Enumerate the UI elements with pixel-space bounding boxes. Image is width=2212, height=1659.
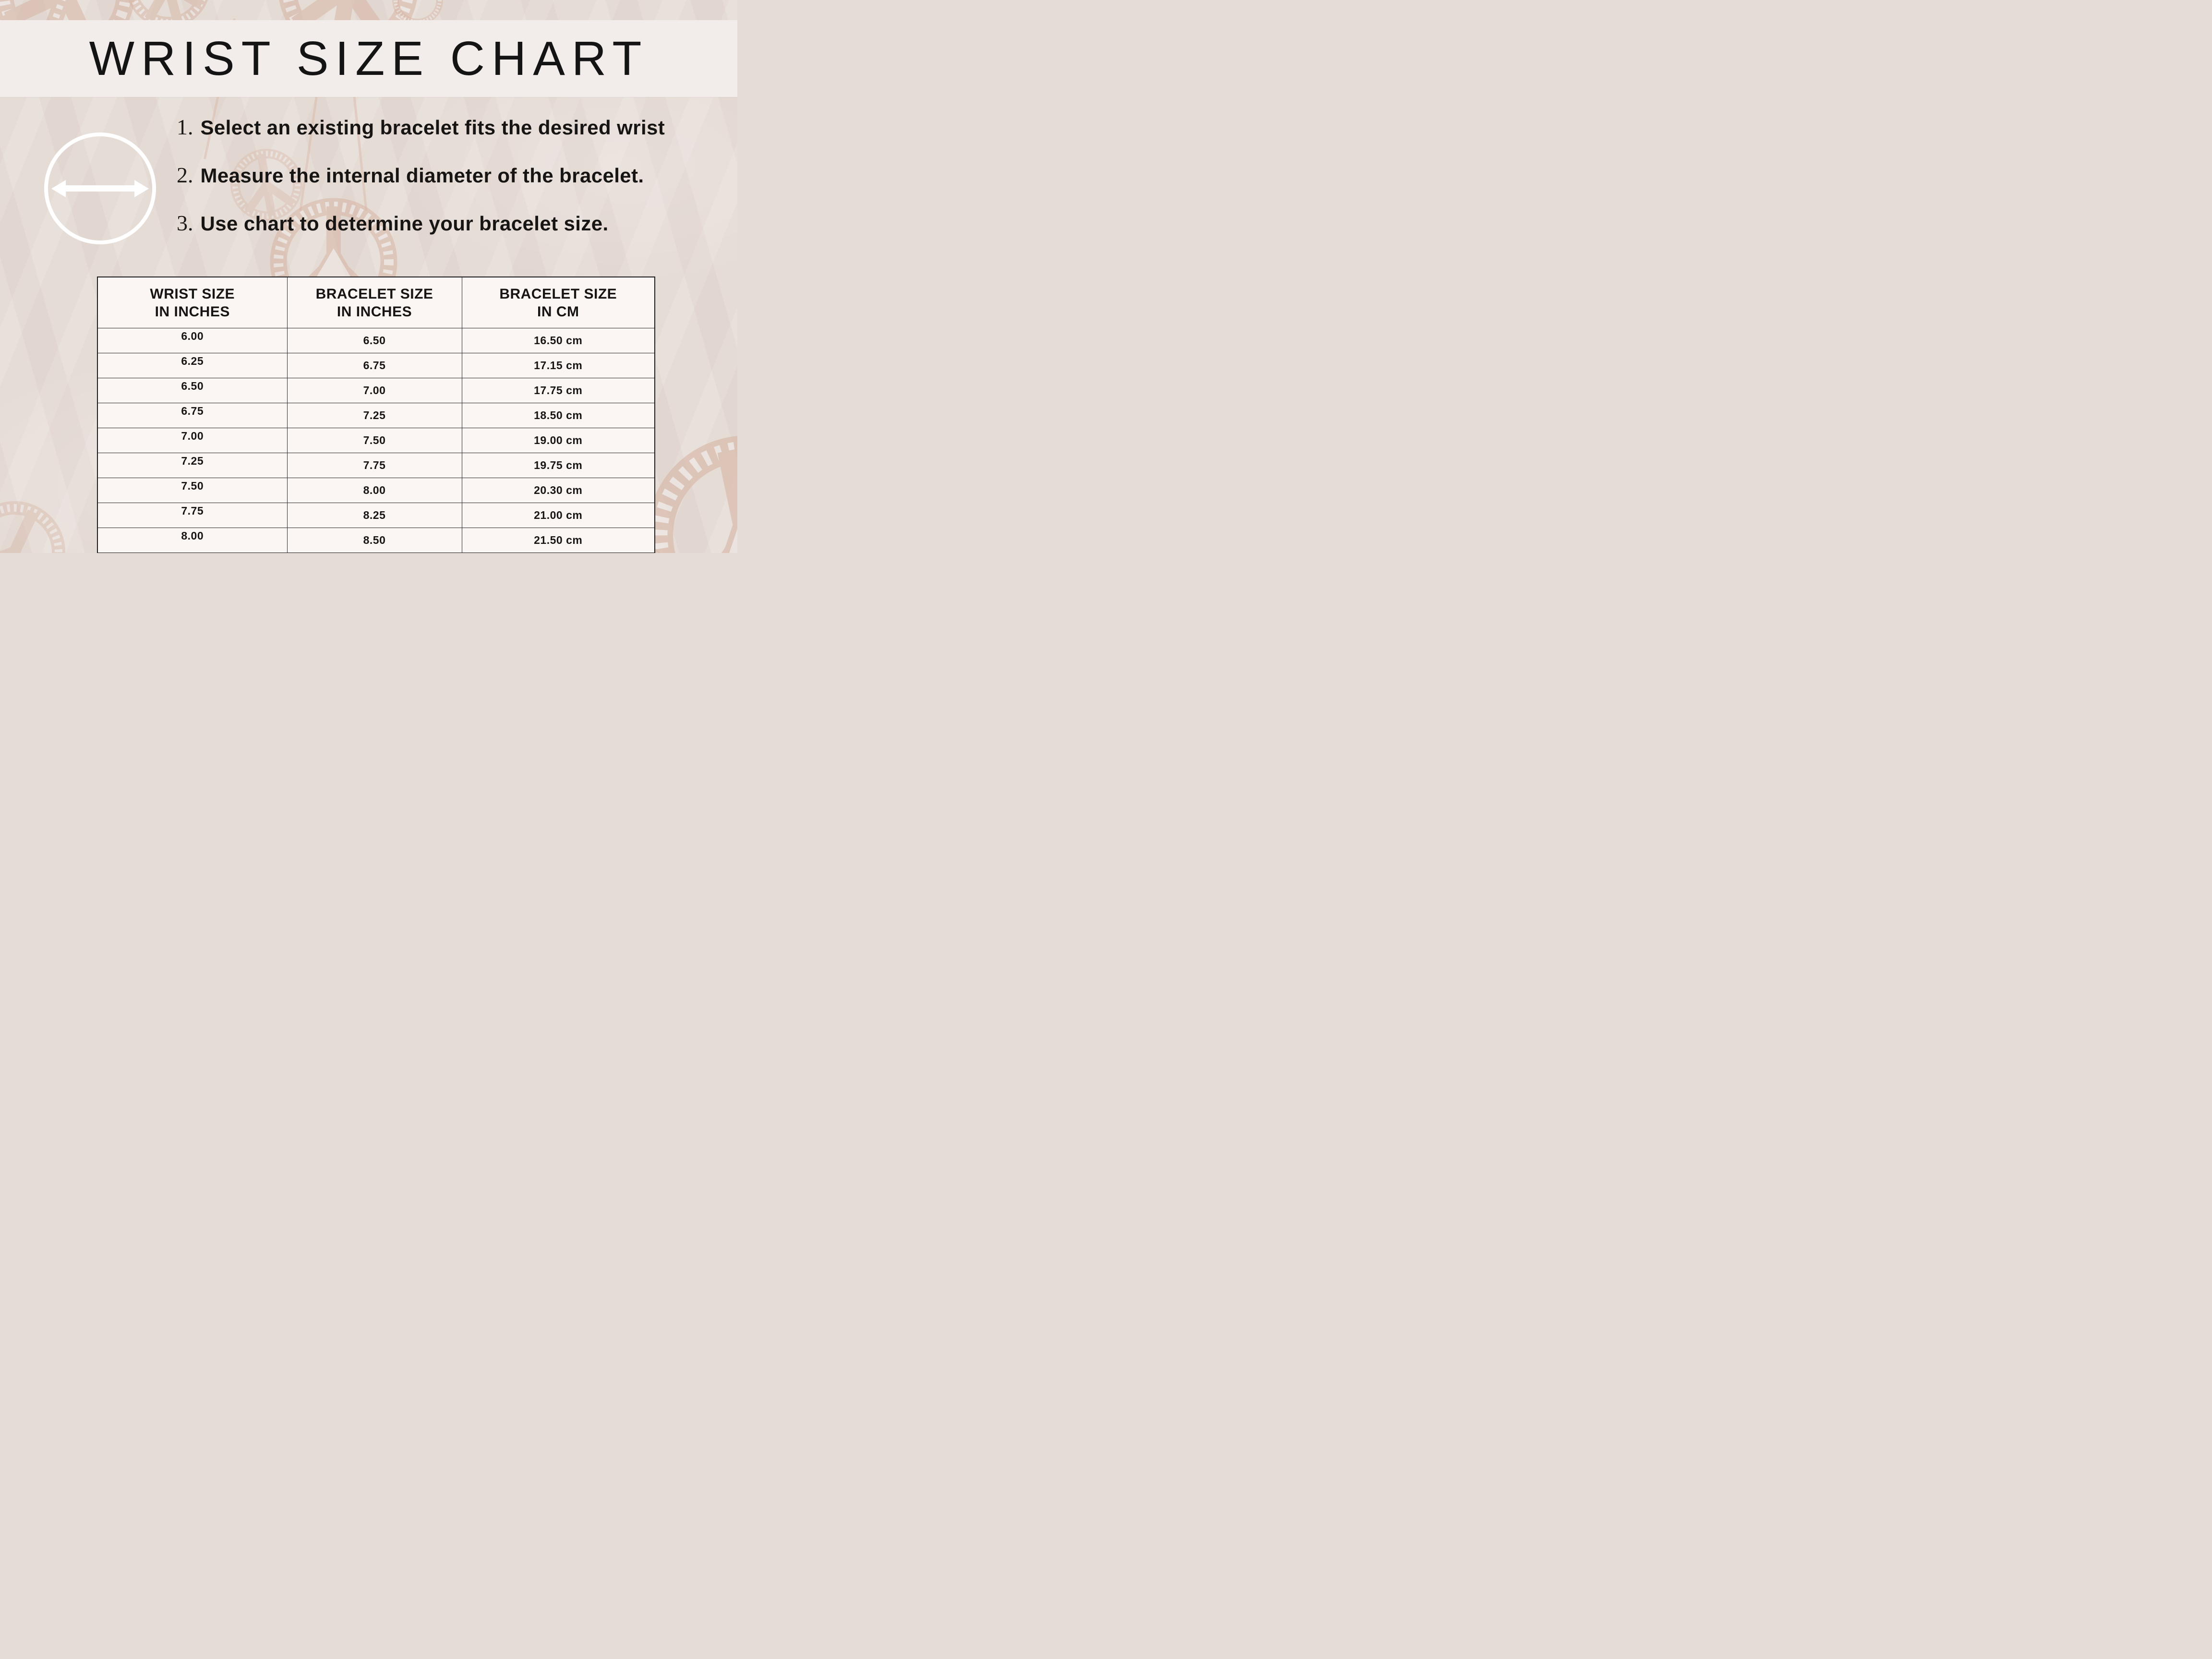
table-cell: 17.15 cm bbox=[461, 353, 655, 378]
table-row: 6.50 7.00 17.75 cm bbox=[97, 378, 655, 403]
step-text: Use chart to determine your bracelet siz… bbox=[200, 212, 609, 235]
instruction-step-2: 2. Measure the internal diameter of the … bbox=[177, 162, 665, 192]
instructions-list: 1. Select an existing bracelet fits the … bbox=[177, 114, 665, 240]
instruction-step-1: 1. Select an existing bracelet fits the … bbox=[177, 114, 665, 144]
table-cell: 6.25 bbox=[97, 353, 288, 378]
diamond-peace-pendant-icon bbox=[0, 501, 65, 553]
header-line: IN INCHES bbox=[337, 303, 412, 320]
table-cell: 7.75 bbox=[97, 503, 288, 528]
diamond-peace-pendant-icon bbox=[230, 148, 303, 221]
step-text: Measure the internal diameter of the bra… bbox=[200, 164, 644, 187]
table-cell: 7.50 bbox=[97, 478, 288, 503]
table-cell: 19.75 cm bbox=[461, 453, 655, 478]
table-cell: 6.75 bbox=[287, 353, 462, 378]
table-cell: 6.50 bbox=[97, 378, 288, 403]
table-cell: 6.75 bbox=[97, 403, 288, 428]
table-row: 6.75 7.25 18.50 cm bbox=[97, 403, 655, 428]
header-line: WRIST SIZE bbox=[150, 286, 235, 302]
step-text: Select an existing bracelet fits the des… bbox=[200, 116, 665, 139]
table-cell: 8.50 bbox=[287, 528, 462, 553]
table-cell: 21.50 cm bbox=[461, 528, 655, 553]
header-line: IN INCHES bbox=[155, 303, 230, 320]
wrist-size-chart-infographic: WRIST SIZE CHART 1. Select an existing b… bbox=[0, 0, 737, 553]
table-cell: 7.75 bbox=[287, 453, 462, 478]
column-header-bracelet-size-cm: BRACELET SIZE IN CM bbox=[461, 276, 655, 328]
table-row: 6.00 6.50 16.50 cm bbox=[97, 328, 655, 353]
table-cell: 8.00 bbox=[97, 528, 288, 553]
table-cell: 7.25 bbox=[97, 453, 288, 478]
table-cell: 17.75 cm bbox=[461, 378, 655, 403]
table-cell: 7.00 bbox=[97, 428, 288, 453]
instruction-step-3: 3. Use chart to determine your bracelet … bbox=[177, 210, 665, 240]
table-cell: 18.50 cm bbox=[461, 403, 655, 428]
table-cell: 16.50 cm bbox=[461, 328, 655, 353]
step-number: 1. bbox=[177, 115, 193, 139]
table-row: 7.50 8.00 20.30 cm bbox=[97, 478, 655, 503]
column-header-bracelet-size-inches: BRACELET SIZE IN INCHES bbox=[287, 276, 462, 328]
column-header-wrist-size-inches: WRIST SIZE IN INCHES bbox=[97, 276, 288, 328]
page-title: WRIST SIZE CHART bbox=[89, 31, 649, 85]
horizontal-double-arrow-icon bbox=[48, 136, 152, 240]
measure-diameter-badge bbox=[44, 132, 156, 244]
table-header-row: WRIST SIZE IN INCHES BRACELET SIZE IN IN… bbox=[97, 276, 655, 328]
table-cell: 8.25 bbox=[287, 503, 462, 528]
table-cell: 7.50 bbox=[287, 428, 462, 453]
table-cell: 20.30 cm bbox=[461, 478, 655, 503]
step-number: 2. bbox=[177, 163, 193, 187]
table-cell: 8.00 bbox=[287, 478, 462, 503]
table-cell: 6.50 bbox=[287, 328, 462, 353]
header-line: BRACELET SIZE bbox=[499, 286, 617, 302]
step-number: 3. bbox=[177, 211, 193, 235]
arrow-bar bbox=[63, 185, 137, 192]
table-cell: 7.00 bbox=[287, 378, 462, 403]
table-row: 6.25 6.75 17.15 cm bbox=[97, 353, 655, 378]
table-row: 7.75 8.25 21.00 cm bbox=[97, 503, 655, 528]
table-row: 7.25 7.75 19.75 cm bbox=[97, 453, 655, 478]
table-row: 8.00 8.50 21.50 cm bbox=[97, 528, 655, 553]
wrist-size-table: WRIST SIZE IN INCHES BRACELET SIZE IN IN… bbox=[97, 276, 655, 553]
header-line: BRACELET SIZE bbox=[315, 286, 433, 302]
title-banner: WRIST SIZE CHART bbox=[0, 20, 737, 97]
table-cell: 21.00 cm bbox=[461, 503, 655, 528]
table-row: 7.00 7.50 19.00 cm bbox=[97, 428, 655, 453]
table-cell: 19.00 cm bbox=[461, 428, 655, 453]
table-cell: 7.25 bbox=[287, 403, 462, 428]
table-cell: 6.00 bbox=[97, 328, 288, 353]
header-line: IN CM bbox=[537, 303, 579, 320]
